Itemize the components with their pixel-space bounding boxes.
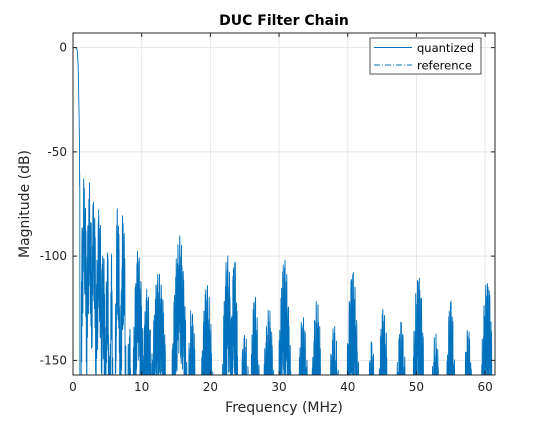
- legend-label-reference: reference: [417, 59, 472, 73]
- y-tick-label: 0: [59, 41, 67, 55]
- y-axis-label: Magnitude (dB): [17, 150, 33, 258]
- x-tick-label: 0: [69, 380, 77, 394]
- x-tick-label: 20: [203, 380, 218, 394]
- legend-label-quantized: quantized: [417, 41, 474, 55]
- legend: quantized reference: [369, 37, 482, 75]
- x-axis-label: Frequency (MHz): [225, 400, 343, 416]
- series-layer: [73, 47, 493, 375]
- x-tick-label: 10: [134, 380, 149, 394]
- x-tick-label: 30: [271, 380, 286, 394]
- x-tick-label: 60: [477, 380, 492, 394]
- series-line-quantized: [73, 47, 493, 375]
- y-tick-label: -50: [47, 145, 67, 159]
- x-tick-label: 50: [409, 380, 424, 394]
- ticks: 0 10 20 30 40 50 60 0 -50 -100 -150: [40, 33, 495, 394]
- y-tick-label: -150: [40, 353, 67, 367]
- plot-frame: [72, 32, 496, 376]
- legend-box: [369, 37, 482, 75]
- y-tick-label: -100: [40, 249, 67, 263]
- chart-title: DUC Filter Chain: [219, 13, 349, 29]
- x-tick-label: 40: [340, 380, 355, 394]
